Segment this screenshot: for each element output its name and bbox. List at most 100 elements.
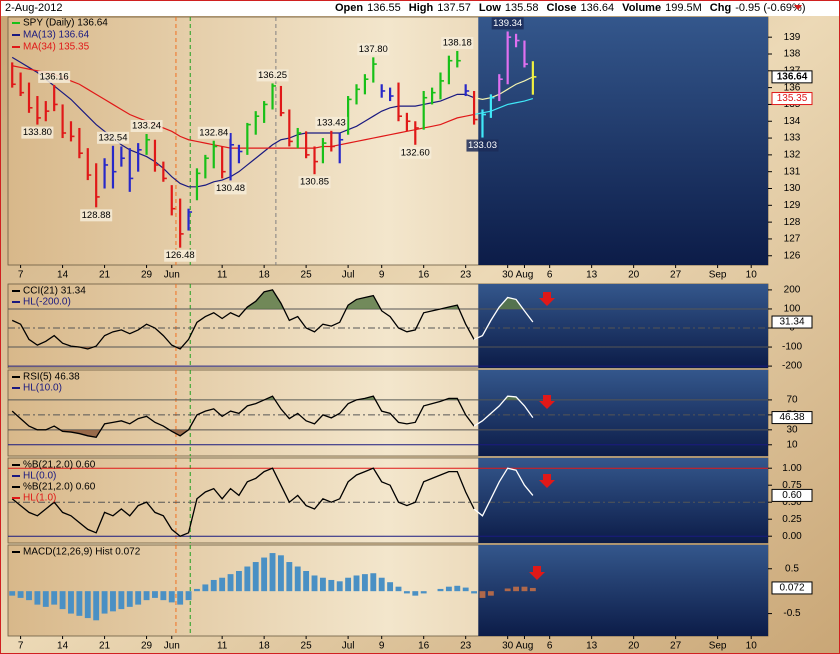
shaded-region (478, 370, 768, 456)
x-tick-label: 11 (217, 270, 228, 281)
histogram-bar (454, 585, 461, 592)
annotation-label: 130.48 (216, 183, 245, 194)
histogram-bar (420, 591, 427, 594)
x-tick-label: 6 (547, 641, 553, 652)
current-value-box (771, 315, 813, 329)
annotation-box (491, 17, 524, 30)
annotation-box (466, 139, 499, 152)
x-tick-label: 16 (418, 641, 430, 652)
histogram-bar (328, 579, 335, 592)
histogram-bar (529, 587, 536, 592)
moving-average (12, 65, 475, 149)
current-value-box (771, 92, 813, 106)
histogram-bar (370, 573, 377, 592)
histogram-bar (68, 591, 74, 614)
y-tick-label: 70 (786, 395, 798, 406)
histogram-bar (395, 586, 402, 592)
header-bar (0, 0, 840, 16)
annotation-label: 136.25 (258, 70, 287, 81)
indicator-line (473, 467, 534, 517)
annotation-label: 138.18 (443, 37, 472, 48)
histogram-bar (487, 591, 494, 596)
y-tick-label: 0.50 (782, 497, 802, 508)
histogram-bar (513, 586, 520, 592)
current-value-label: 31.34 (779, 317, 804, 328)
current-value-label: 0.60 (782, 490, 802, 501)
histogram-bar (471, 591, 478, 594)
legend-label: %B(21,2.0) 0.60 (23, 460, 96, 471)
legend-label: HL(10.0) (23, 383, 62, 394)
shaded-region (478, 284, 768, 368)
x-tick-label: Aug (516, 641, 534, 652)
x-tick-label: Sep (709, 641, 727, 652)
histogram-bar (286, 562, 293, 592)
annotation-label: 130.85 (300, 177, 329, 188)
x-tick-label: Aug (516, 270, 534, 281)
x-tick-label: 30 (502, 270, 514, 281)
current-value-box (771, 411, 813, 425)
x-tick-label: 14 (57, 641, 69, 652)
header-field-label: Close (547, 2, 577, 14)
annotation-box (164, 249, 197, 262)
annotation-box (130, 120, 163, 133)
legend-label: MA(34) 135.35 (23, 42, 90, 53)
indicator-line (11, 395, 475, 439)
annotation-label: 137.80 (359, 44, 388, 55)
histogram-bar (277, 555, 284, 592)
x-tick-label: 21 (99, 270, 111, 281)
x-tick-label: Jul (342, 270, 355, 281)
y-tick-label: 0.25 (782, 514, 802, 525)
annotation-label: 126.48 (166, 250, 195, 261)
histogram-bar (387, 582, 394, 592)
histogram-bar (412, 591, 419, 596)
header-field-label: Low (479, 2, 501, 14)
x-tick-label: 27 (670, 270, 682, 281)
annotation-box (214, 182, 247, 195)
down-arrow (539, 292, 555, 306)
legend-label: SPY (Daily) 136.64 (23, 18, 108, 29)
current-value-box (771, 488, 813, 502)
indicator-line (473, 296, 534, 341)
annotation-box (38, 70, 71, 83)
y-tick-label: -200 (782, 361, 802, 372)
x-tick-label: Jun (164, 270, 180, 281)
shaded-region (478, 458, 768, 543)
x-tick-label: 7 (18, 641, 24, 652)
x-tick-label: 21 (99, 641, 111, 652)
header-menu-arrow[interactable] (794, 5, 802, 10)
x-tick-label: 20 (628, 270, 640, 281)
header-field-label: Open (335, 2, 363, 14)
annotation-label: 132.84 (199, 127, 228, 138)
annotation-box (399, 146, 432, 159)
x-tick-label: 7 (18, 270, 24, 281)
histogram-bar (118, 591, 125, 610)
legend-label: MA(13) 136.64 (23, 30, 90, 41)
header-field-label: Chg (710, 2, 731, 14)
current-value-label: 46.38 (779, 412, 804, 423)
histogram-bar (177, 591, 184, 605)
annotation-box (197, 126, 230, 139)
x-tick-label: 23 (460, 270, 472, 281)
header-field-label: Volume (622, 2, 661, 14)
annotation-label: 136.16 (40, 71, 69, 82)
histogram-bar (210, 579, 217, 592)
annotation-label: 133.24 (132, 121, 161, 132)
annotation-box (315, 116, 348, 129)
annotation-label: 133.43 (317, 117, 346, 128)
histogram-bar (504, 588, 511, 592)
y-tick-label: -0.5 (783, 608, 801, 619)
y-tick-label: 136 (784, 82, 801, 93)
x-tick-label: 29 (141, 641, 153, 652)
histogram-bar (345, 577, 352, 592)
legend-label: HL(1.0) (23, 493, 56, 504)
x-tick-label: Jul (342, 641, 355, 652)
down-arrow (529, 566, 545, 580)
histogram-bar (437, 588, 444, 592)
current-value-label: 135.35 (777, 93, 808, 104)
y-tick-label: 0.75 (782, 480, 802, 491)
x-tick-label: Sep (709, 270, 727, 281)
histogram-bar (9, 591, 16, 596)
y-tick-label: 132 (784, 150, 801, 161)
